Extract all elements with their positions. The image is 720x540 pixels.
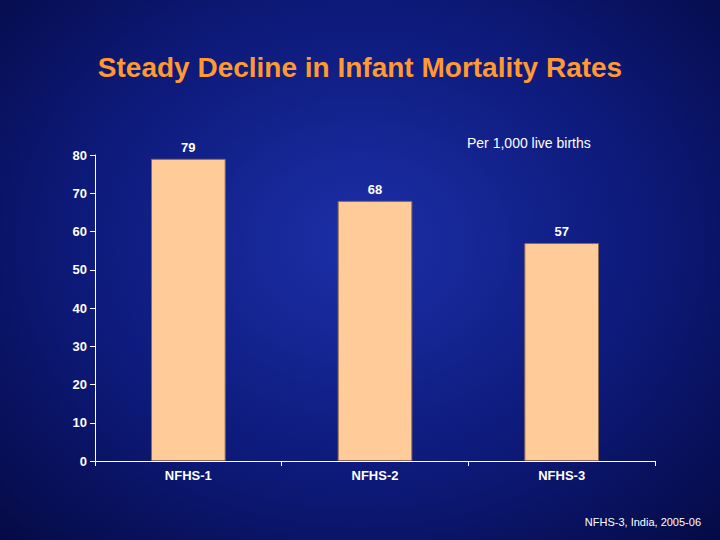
- svg-text:Per 1,000 live births: Per 1,000 live births: [467, 135, 591, 151]
- svg-text:NFHS-1: NFHS-1: [165, 468, 212, 483]
- svg-text:50: 50: [73, 262, 87, 277]
- svg-text:79: 79: [181, 140, 195, 155]
- svg-text:57: 57: [554, 224, 568, 239]
- svg-text:80: 80: [73, 148, 87, 163]
- svg-text:10: 10: [73, 415, 87, 430]
- svg-text:0: 0: [80, 454, 87, 469]
- svg-text:60: 60: [73, 224, 87, 239]
- svg-text:30: 30: [73, 339, 87, 354]
- svg-text:70: 70: [73, 186, 87, 201]
- svg-text:20: 20: [73, 377, 87, 392]
- svg-text:Steady Decline in Infant Morta: Steady Decline in Infant Mortality Rates: [98, 52, 622, 83]
- svg-text:NFHS-2: NFHS-2: [352, 468, 399, 483]
- svg-text:40: 40: [73, 301, 87, 316]
- svg-text:68: 68: [368, 182, 382, 197]
- svg-text:NFHS-3, India, 2005-06: NFHS-3, India, 2005-06: [585, 516, 701, 528]
- svg-text:NFHS-3: NFHS-3: [538, 468, 585, 483]
